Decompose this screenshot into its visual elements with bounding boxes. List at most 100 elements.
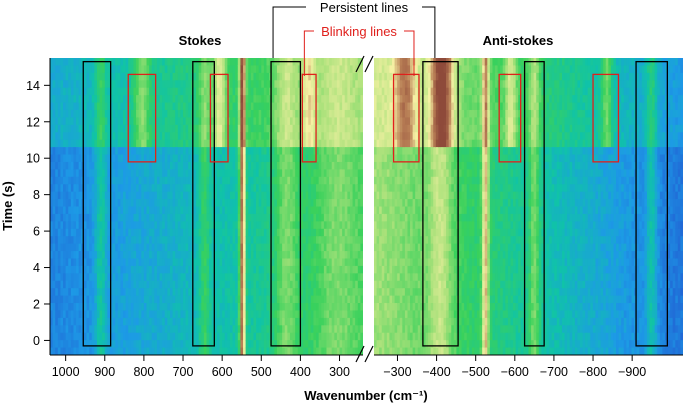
heatmap-cell [138,72,142,81]
heatmap-cell [96,154,101,163]
heatmap-cell [125,184,129,193]
heatmap-cell [180,132,184,141]
heatmap-cell [308,251,312,260]
heatmap-cell [117,310,122,319]
heatmap-cell [310,139,315,148]
heatmap-cell [253,80,257,89]
heatmap-cell [253,65,257,74]
heatmap-cell [334,124,338,133]
heatmap-cell [146,280,150,289]
heatmap-cell [352,317,356,326]
heatmap-cell [154,228,158,237]
heatmap-cell [162,65,166,74]
heatmap-cell [109,95,114,104]
heatmap-cell [169,251,174,260]
heatmap-cell [149,161,153,170]
heatmap-cell [193,65,197,74]
heatmap-cell [109,258,114,267]
heatmap-cell [128,169,132,178]
heatmap-cell [125,147,129,156]
heatmap-cell [55,147,59,156]
heatmap-cell [336,154,341,163]
heatmap-cell [78,332,82,341]
heatmap-cell [104,95,108,104]
heatmap-cell [250,169,255,178]
heatmap-cell [235,265,239,274]
heatmap-cell [177,280,182,289]
heatmap-cell [172,102,176,111]
heatmap-cell [128,176,132,185]
heatmap-cell [384,280,388,289]
heatmap-cell [55,347,59,355]
heatmap-cell [146,213,150,222]
heatmap-cell [305,154,309,163]
heatmap-cell [339,295,343,304]
heatmap-cell [214,176,218,185]
heatmap-cell [149,154,153,163]
heatmap-cell [76,80,80,89]
heatmap-cell [206,199,210,208]
heatmap-cell [73,191,77,200]
heatmap-cell [123,258,127,267]
heatmap-cell [303,221,307,230]
heatmap-cell [313,80,317,89]
heatmap-cell [316,347,320,355]
heatmap-cell [70,295,75,304]
heatmap-cell [52,332,56,341]
heatmap-cell [76,236,80,245]
heatmap-cell [55,206,59,215]
heatmap-cell [347,72,351,81]
heatmap-cell [162,132,166,141]
heatmap-cell [289,109,294,118]
heatmap-cell [248,347,252,355]
heatmap-cell [177,191,182,200]
heatmap-cell [146,124,150,133]
heatmap-cell [180,325,184,334]
heatmap-cell [303,280,307,289]
heatmap-cell [321,206,325,215]
heatmap-cell [342,280,346,289]
heatmap-cell [331,109,335,118]
heatmap-cell [104,199,108,208]
heatmap-cell [149,109,153,118]
heatmap-cell [276,161,281,170]
heatmap-cell [123,288,127,297]
heatmap-cell [227,169,231,178]
heatmap-cell [271,102,275,111]
heatmap-cell [316,139,320,148]
heatmap-cell [376,347,380,355]
heatmap-cell [99,117,103,126]
heatmap-cell [89,65,93,74]
heatmap-cell [347,139,351,148]
heatmap-cell [156,117,161,126]
heatmap-cell [258,243,262,252]
heatmap-cell [94,325,98,334]
heatmap-cell [323,347,328,355]
heatmap-cell [83,228,88,237]
heatmap-cell [183,58,187,67]
heatmap-cell [115,280,119,289]
heatmap-cell [57,80,62,89]
heatmap-cell [143,213,148,222]
heatmap-cell [136,58,140,67]
heatmap-cell [297,154,301,163]
heatmap-cell [91,273,95,282]
heatmap-cell [102,139,106,148]
heatmap-cell [303,147,307,156]
heatmap-cell [123,325,127,334]
heatmap-cell [99,72,103,81]
heatmap-cell [276,176,281,185]
heatmap-cell [177,65,182,74]
heatmap-cell [266,310,270,319]
heatmap-cell [258,139,262,148]
heatmap-cell [143,221,148,230]
heatmap-cell [130,147,135,156]
heatmap-cell [316,251,320,260]
heatmap-cell [284,317,288,326]
heatmap-cell [261,109,265,118]
heatmap-cell [206,154,210,163]
heatmap-cell [334,176,338,185]
heatmap-cell [175,325,179,334]
heatmap-cell [211,295,215,304]
heatmap-cell [276,147,281,156]
